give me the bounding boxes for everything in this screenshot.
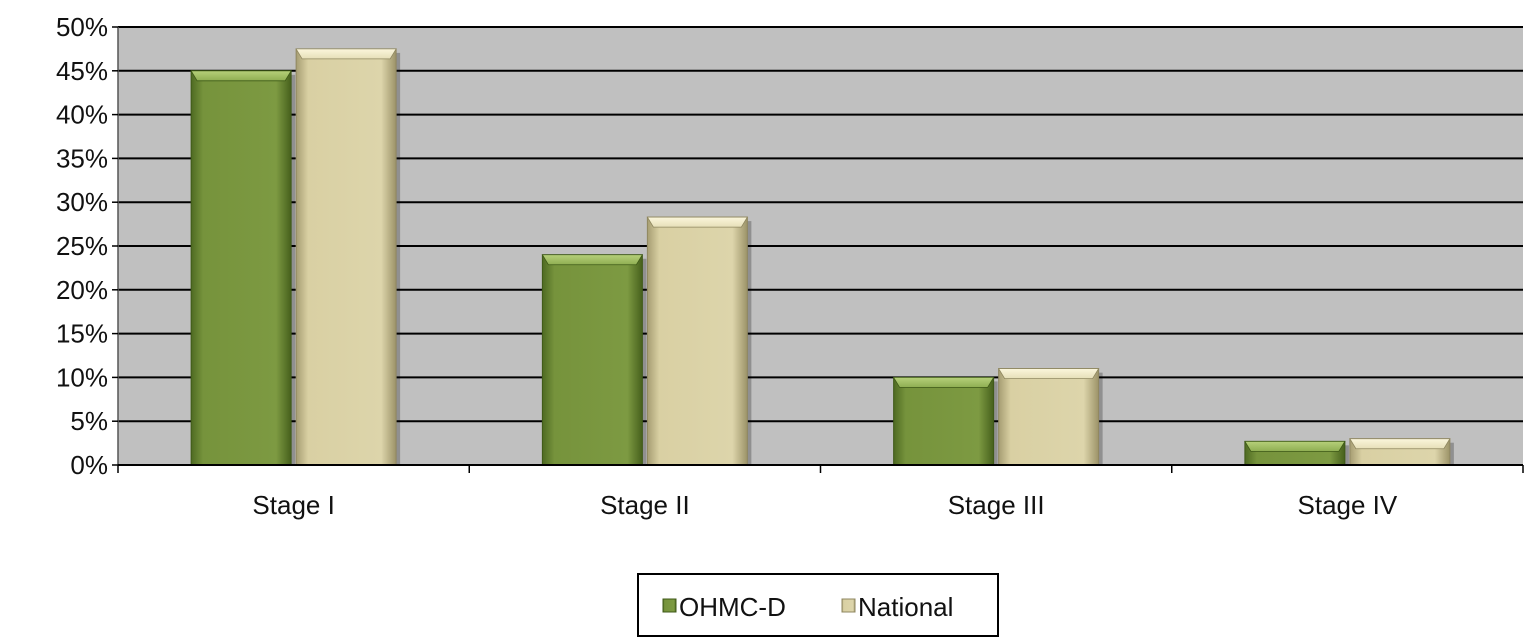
bar-body	[295, 48, 397, 466]
bar-body	[998, 368, 1100, 466]
bar-cap	[1244, 440, 1346, 452]
bar-ohmc-1	[190, 70, 296, 466]
y-tick-label: 50%	[56, 12, 108, 42]
y-axis-ticks: 0% 5% 10% 15% 20% 25% 30% 35% 40% 45% 50%	[56, 12, 118, 480]
bar-ohmc-3	[892, 376, 998, 466]
y-tick-label: 35%	[56, 143, 108, 173]
legend-box	[637, 573, 999, 637]
bar-cap	[190, 70, 292, 82]
bar-national-3	[997, 368, 1103, 466]
y-tick-label: 40%	[56, 100, 108, 130]
x-tick-label: Stage I	[252, 490, 334, 520]
y-tick-label: 30%	[56, 187, 108, 217]
bar-national-4	[1349, 438, 1454, 466]
y-tick-label: 20%	[56, 275, 108, 305]
legend-swatch-national	[841, 598, 856, 613]
y-tick-label: 10%	[56, 362, 108, 392]
bar-cap	[646, 216, 749, 228]
y-tick-label: 45%	[56, 56, 108, 86]
x-tick-label: Stage III	[948, 490, 1045, 520]
x-tick-label: Stage II	[600, 490, 690, 520]
legend-label-national: National	[858, 592, 953, 622]
bars	[190, 48, 1454, 466]
legend-label-ohmc: OHMC-D	[679, 592, 786, 622]
y-tick-label: 25%	[56, 231, 108, 261]
x-axis-ticks: Stage I Stage II Stage III Stage IV	[117, 465, 1524, 520]
x-tick-label: Stage IV	[1298, 490, 1398, 520]
bar-national-1	[295, 48, 401, 466]
bar-cap	[295, 48, 397, 60]
bar-cap	[1349, 438, 1451, 450]
legend: OHMC-D National	[637, 573, 999, 637]
bar-body	[190, 70, 292, 466]
bar-cap	[541, 254, 644, 266]
bar-body	[541, 254, 643, 466]
bar-national-2	[646, 216, 752, 466]
bar-body	[646, 216, 748, 466]
bar-body	[893, 376, 995, 466]
bar-ohmc-2	[541, 254, 647, 466]
bar-cap	[997, 368, 1100, 380]
bar-ohmc-4	[1244, 440, 1349, 466]
legend-swatch-ohmc	[662, 598, 677, 613]
y-tick-label: 5%	[70, 406, 108, 436]
y-tick-label: 15%	[56, 319, 108, 349]
bar-cap	[892, 376, 995, 388]
y-tick-label: 0%	[70, 450, 108, 480]
